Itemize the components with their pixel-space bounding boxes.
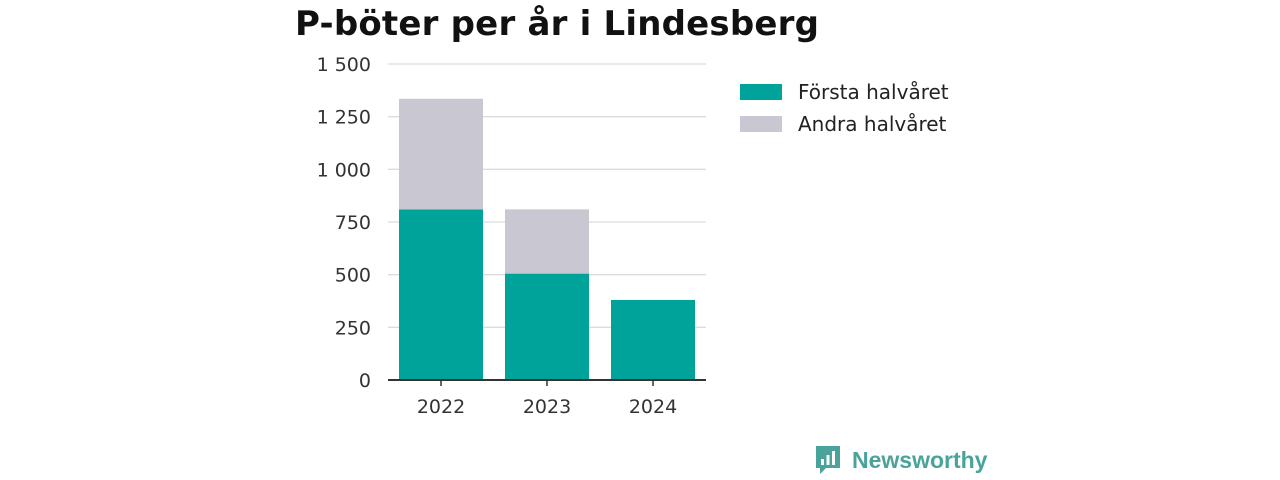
y-tick-label: 500 (335, 265, 371, 287)
x-tick-label: 2024 (629, 396, 677, 418)
y-tick-label: 750 (335, 212, 371, 234)
newsworthy-brand: Newsworthy (814, 444, 987, 476)
y-axis-tick-labels: 0 250 500 750 1 000 1 250 1 500 (317, 54, 371, 392)
chart-title: P-böter per år i Lindesberg (295, 4, 820, 44)
legend-swatch-first-half (740, 84, 782, 100)
y-tick-label: 1 500 (317, 54, 371, 76)
legend-label-first-half: Första halvåret (798, 80, 949, 104)
bar-2022-series-1 (399, 98, 483, 210)
y-tick-label: 1 000 (317, 159, 371, 181)
legend-label-second-half: Andra halvåret (798, 112, 947, 136)
brand-name: Newsworthy (852, 446, 988, 473)
newsworthy-logo-icon (816, 446, 840, 474)
legend-swatch-second-half (740, 116, 782, 132)
bar-2024-series-0 (611, 299, 695, 380)
x-tick-label: 2022 (417, 396, 465, 418)
bar-2023-series-0 (505, 273, 589, 380)
bar-2023-series-1 (505, 209, 589, 274)
legend: Första halvåret Andra halvåret (740, 76, 949, 140)
y-tick-label: 250 (335, 317, 371, 339)
x-axis: 2022 2023 2024 (388, 379, 706, 418)
bars (399, 98, 695, 380)
x-tick-label: 2023 (523, 396, 571, 418)
legend-item-second-half: Andra halvåret (740, 108, 949, 140)
y-tick-label: 1 250 (317, 107, 371, 129)
y-tick-label: 0 (359, 370, 371, 392)
bar-2022-series-0 (399, 209, 483, 380)
legend-item-first-half: Första halvåret (740, 76, 949, 108)
